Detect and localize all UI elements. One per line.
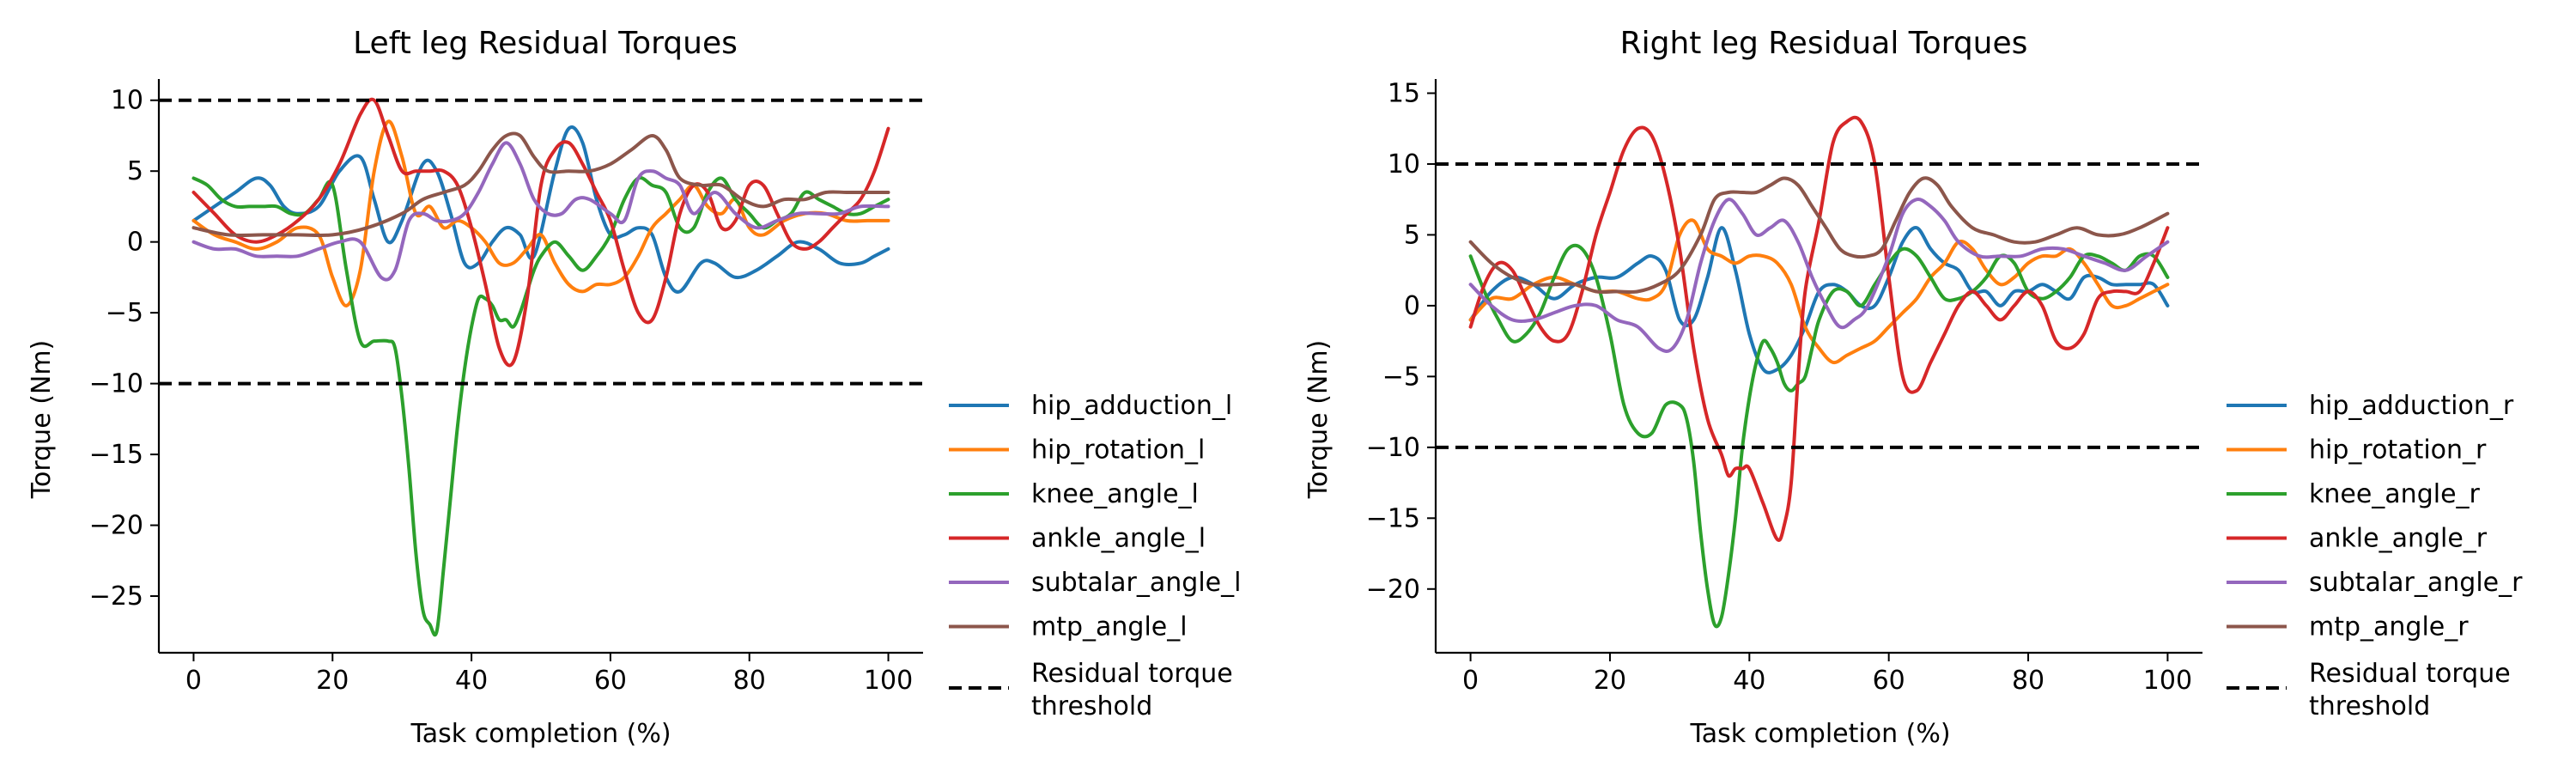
right-y-tick-label: 5: [1404, 220, 1420, 250]
series-line-hip_adduction_l: [191, 125, 890, 294]
series-line-hip_rotation_r: [1468, 218, 2170, 365]
left-x-tick-label: 0: [185, 666, 202, 696]
right-axes: 0 20 40 60 80 100 −20 −15 −10 −5 0 5 10 15: [1366, 78, 2202, 696]
left-x-tick-label: 40: [455, 666, 488, 696]
left-y-tick-label: −10: [89, 369, 143, 399]
right-x-tick-label: 40: [1733, 666, 1765, 696]
right-y-tick-label: 10: [1388, 149, 1420, 180]
left-y-tick-label: 0: [127, 228, 143, 258]
left-y-tick-label: −25: [89, 581, 143, 612]
left-y-axis-label: Torque (Nm): [27, 340, 57, 500]
legend-label-hip_adduction_r: hip_adduction_r: [2309, 391, 2514, 421]
right-y-tick-label: −15: [1366, 503, 1420, 533]
series-line-subtalar_angle_r: [1468, 197, 2170, 353]
series-line-mtp_angle_l: [191, 131, 890, 238]
left-x-tick-label: 80: [733, 666, 766, 696]
left-y-tick-label: 10: [111, 86, 143, 116]
right-leg-chart: Right leg Residual Torques Task completi…: [1303, 26, 2523, 749]
right-y-tick-label: 15: [1388, 78, 1420, 108]
right-y-tick-label: −10: [1366, 433, 1420, 463]
right-y-tick-label: −20: [1366, 575, 1420, 605]
legend-label-subtalar_angle_r: subtalar_angle_r: [2309, 568, 2523, 598]
left-legend-label-threshold-line2: threshold: [1031, 691, 1152, 721]
left-chart-title: Left leg Residual Torques: [353, 26, 738, 61]
left-x-tick-label: 20: [316, 666, 349, 696]
left-x-tick-label: 100: [864, 666, 913, 696]
legend-label-knee_angle_l: knee_angle_l: [1031, 479, 1199, 509]
series-line-knee_angle_r: [1468, 243, 2170, 629]
left-x-axis-label: Task completion (%): [410, 719, 671, 749]
left-y-tick-label: −20: [89, 511, 143, 541]
legend-label-hip_rotation_r: hip_rotation_r: [2309, 435, 2487, 466]
legend-label-mtp_angle_r: mtp_angle_r: [2309, 612, 2469, 642]
right-legend: hip_adduction_r hip_rotation_r knee_angle_…: [2227, 391, 2523, 721]
right-x-tick-label: 0: [1462, 666, 1479, 696]
legend-label-subtalar_angle_l: subtalar_angle_l: [1031, 568, 1241, 598]
right-y-tick-label: −5: [1382, 362, 1420, 392]
series-line-mtp_angle_r: [1468, 176, 2170, 295]
right-x-tick-label: 80: [2012, 666, 2044, 696]
left-y-tick-label: 5: [127, 156, 143, 186]
left-axes: 0 20 40 60 80 100 −25 −20 −15 −10 −5 0 5 10: [89, 79, 923, 696]
left-leg-chart: Left leg Residual Torques Task completio…: [27, 26, 1241, 749]
legend-label-mtp_angle_l: mtp_angle_l: [1031, 612, 1188, 642]
left-y-tick-label: −15: [89, 440, 143, 470]
legend-label-hip_adduction_l: hip_adduction_l: [1031, 391, 1232, 421]
left-legend-label-threshold-line1: Residual torque: [1031, 659, 1233, 689]
series-line-hip_rotation_l: [191, 119, 890, 307]
legend-label-ankle_angle_r: ankle_angle_r: [2309, 524, 2488, 554]
right-x-tick-label: 20: [1594, 666, 1626, 696]
right-y-tick-label: 0: [1404, 291, 1420, 321]
right-series-lines: [1436, 115, 2202, 629]
right-x-axis-label: Task completion (%): [1689, 719, 1950, 749]
series-line-ankle_angle_l: [191, 97, 890, 368]
left-y-tick-label: −5: [106, 298, 143, 328]
right-legend-label-threshold-line2: threshold: [2309, 691, 2430, 721]
legend-label-knee_angle_r: knee_angle_r: [2309, 479, 2481, 509]
series-line-subtalar_angle_l: [191, 141, 890, 282]
series-line-ankle_angle_r: [1468, 115, 2170, 542]
left-legend: hip_adduction_l hip_rotation_l knee_angle_…: [949, 391, 1241, 721]
legend-label-hip_rotation_l: hip_rotation_l: [1031, 435, 1205, 466]
series-line-knee_angle_l: [191, 175, 890, 637]
left-x-tick-label: 60: [594, 666, 627, 696]
left-series-lines: [159, 97, 923, 637]
right-y-axis-label: Torque (Nm): [1303, 340, 1334, 500]
legend-label-ankle_angle_l: ankle_angle_l: [1031, 524, 1206, 554]
right-chart-title: Right leg Residual Torques: [1620, 26, 2028, 61]
right-legend-label-threshold-line1: Residual torque: [2309, 659, 2511, 689]
right-x-tick-label: 100: [2143, 666, 2192, 696]
right-x-tick-label: 60: [1873, 666, 1905, 696]
